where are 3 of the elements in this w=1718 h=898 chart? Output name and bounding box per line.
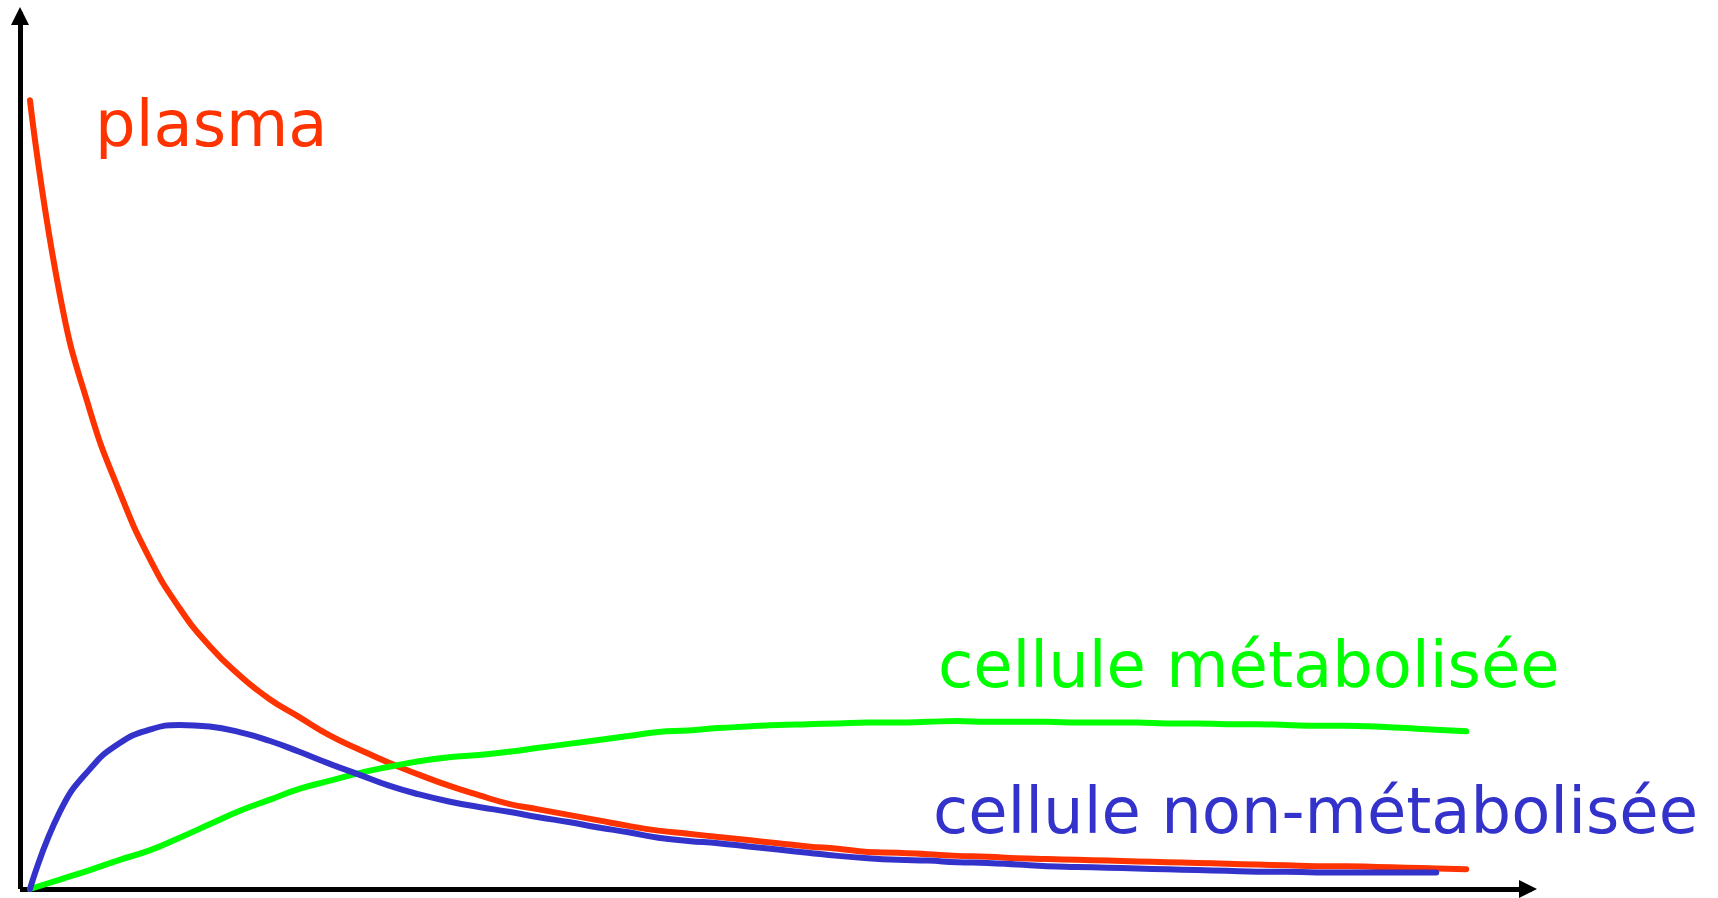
series-label: cellule métabolisée bbox=[938, 628, 1560, 702]
series-label: cellule non-métabolisée bbox=[932, 774, 1698, 848]
series-label: plasma bbox=[95, 87, 328, 161]
